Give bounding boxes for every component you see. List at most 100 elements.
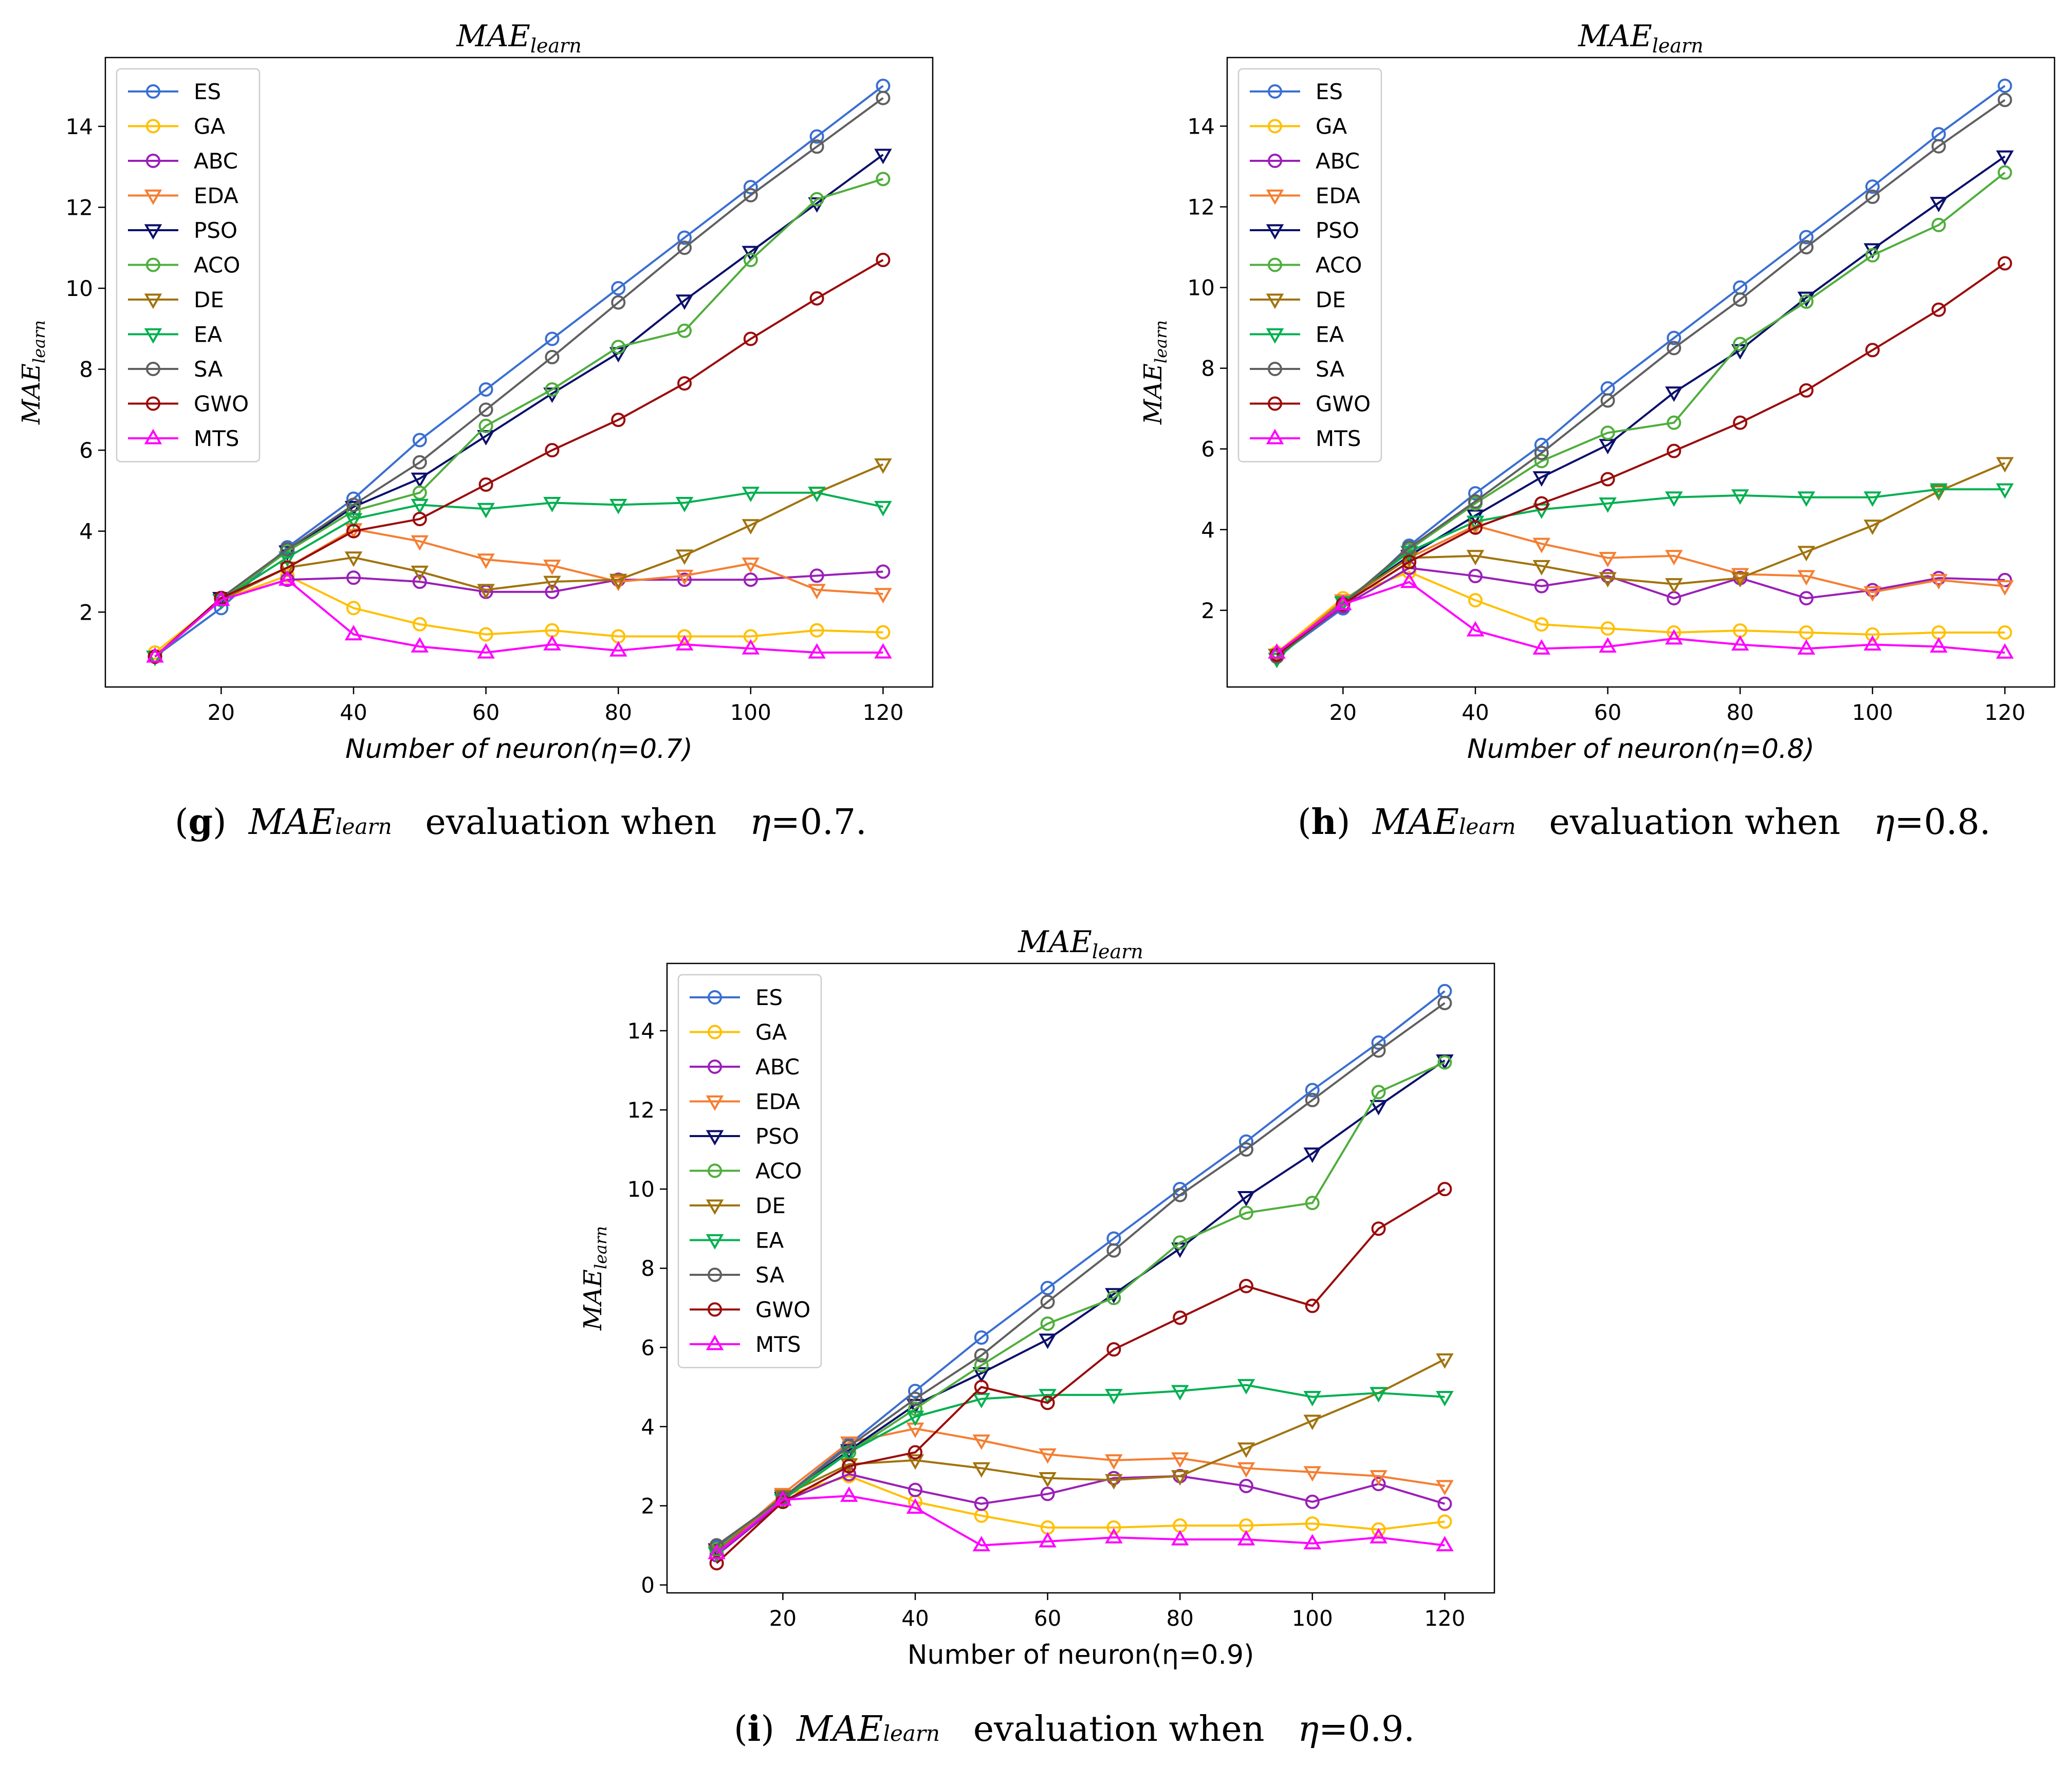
point-ea	[543, 496, 561, 512]
legend-label-pso: PSO	[1316, 218, 1359, 243]
point-sa	[709, 1538, 724, 1553]
point-abc	[1239, 1478, 1253, 1493]
x-tick-label: 120	[1984, 700, 2025, 725]
y-tick-label: 14	[1188, 114, 1215, 139]
legend-label-eda: EDA	[755, 1089, 800, 1114]
point-eda	[1039, 1448, 1057, 1464]
legend-label-ea: EA	[755, 1228, 784, 1253]
series-gwo	[709, 1182, 1452, 1571]
point-abc	[1040, 1487, 1055, 1501]
chart-title-main: MAE	[1017, 924, 1092, 959]
series-line-sa	[154, 97, 884, 658]
point-abc	[908, 1482, 922, 1497]
point-mts	[1797, 639, 1816, 655]
point-sa	[346, 497, 361, 512]
point-ea	[1532, 503, 1551, 519]
point-gwo	[908, 1445, 922, 1460]
legend-marker-es	[1268, 84, 1282, 99]
point-sa	[280, 542, 295, 557]
point-ea	[1370, 1387, 1387, 1403]
point-aco	[611, 340, 626, 355]
point-ga	[809, 623, 824, 638]
legend-label-abc: ABC	[1316, 148, 1360, 174]
point-ga	[1534, 617, 1549, 632]
point-de	[1532, 560, 1551, 575]
point-eda	[1996, 580, 2014, 596]
point-aco	[809, 192, 824, 207]
legend-marker-es	[146, 84, 160, 99]
point-gwo	[809, 291, 824, 306]
legend-marker-mts	[706, 1334, 724, 1350]
y-tick-label: 10	[66, 276, 93, 301]
chart-title: MAElearn	[456, 18, 582, 57]
point-ga	[1305, 1516, 1320, 1531]
x-tick-label: 20	[1329, 700, 1357, 725]
y-tick-label: 6	[1201, 437, 1215, 462]
y-tick-label: 4	[641, 1414, 655, 1439]
point-aco	[1799, 294, 1814, 309]
point-mts	[1334, 594, 1352, 610]
point-gwo	[1534, 496, 1549, 511]
series-line-aco	[154, 178, 883, 658]
point-gwo	[1239, 1278, 1253, 1293]
point-aco	[1305, 1196, 1320, 1211]
point-sa	[1931, 139, 1946, 154]
legend-label-de: DE	[755, 1193, 786, 1218]
y-tick-label: 8	[1201, 356, 1215, 381]
legend-marker-gwo	[708, 1302, 722, 1317]
series-line-abc	[716, 1473, 1445, 1556]
point-ea	[411, 498, 429, 514]
point-mts	[278, 570, 297, 586]
point-ea	[146, 651, 164, 666]
point-aco	[876, 172, 891, 187]
legend-label-pso: PSO	[755, 1124, 799, 1149]
point-ea	[1436, 1391, 1454, 1407]
x-axis-label: Number of neuron(η=0.9)	[908, 1640, 1254, 1670]
point-mts	[146, 647, 164, 663]
point-sa	[412, 455, 427, 470]
point-de	[609, 573, 627, 589]
y-tick-label: 14	[627, 1018, 655, 1044]
point-abc	[677, 572, 692, 587]
point-mts	[1665, 629, 1683, 645]
chart-title-sub: learn	[530, 34, 582, 57]
legend-marker-de	[706, 1199, 724, 1215]
legend-label-de: DE	[1316, 287, 1346, 312]
point-mts	[675, 635, 694, 651]
x-tick-label: 20	[769, 1606, 797, 1631]
point-gwo	[1733, 415, 1748, 430]
point-de	[1039, 1472, 1057, 1488]
series-ea	[146, 487, 892, 666]
point-ga	[677, 629, 692, 644]
legend-marker-gwo	[146, 396, 160, 411]
point-abc	[412, 574, 427, 589]
legend-label-sa: SA	[1316, 357, 1344, 382]
point-aco	[1600, 425, 1615, 440]
legend-label-gwo: GWO	[194, 392, 249, 417]
point-de	[1105, 1474, 1123, 1490]
point-eda	[1303, 1466, 1322, 1482]
point-ga	[1371, 1522, 1386, 1537]
point-mts	[1863, 635, 1882, 651]
y-tick-label: 4	[79, 519, 93, 544]
point-abc	[346, 570, 361, 585]
point-sa	[1733, 292, 1748, 307]
point-es	[1239, 1134, 1253, 1149]
point-es	[974, 1330, 989, 1345]
x-tick-label: 40	[901, 1606, 929, 1631]
point-gwo	[1865, 343, 1880, 358]
plot-frame	[666, 962, 1495, 1594]
point-abc	[876, 564, 891, 579]
series-line-abc	[1276, 567, 2005, 656]
point-eda	[1237, 1462, 1255, 1478]
legend-label-de: DE	[194, 287, 224, 312]
legend-label-abc: ABC	[755, 1054, 800, 1080]
point-pso	[1930, 197, 1948, 213]
point-es	[1040, 1280, 1055, 1295]
point-pso	[1996, 150, 2014, 166]
point-sa	[974, 1348, 989, 1363]
point-de	[1797, 546, 1816, 562]
point-eda	[411, 535, 429, 551]
point-mts	[1268, 643, 1286, 659]
point-abc	[1799, 591, 1814, 606]
